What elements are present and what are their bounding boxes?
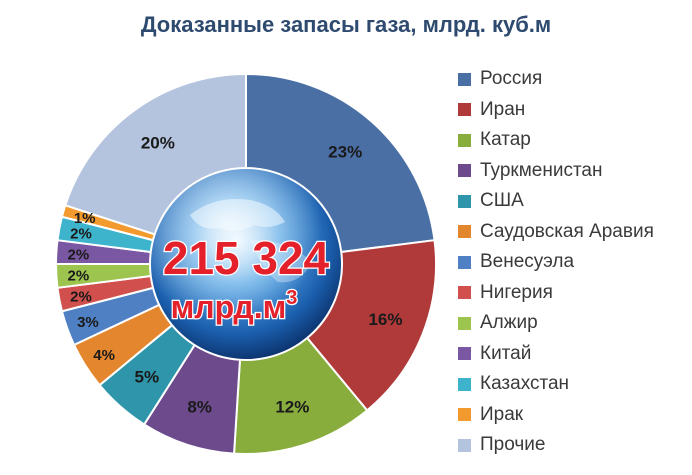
legend-swatch: [458, 133, 471, 147]
slice-label: 2%: [70, 226, 92, 243]
legend-label: Алжир: [480, 312, 538, 334]
legend-swatch: [458, 316, 471, 330]
legend-item: Туркменистан: [458, 156, 688, 187]
legend-swatch: [458, 72, 471, 86]
globe-image: [151, 169, 341, 359]
slice-label: 5%: [135, 368, 160, 387]
legend-swatch: [458, 408, 471, 422]
legend-swatch: [458, 438, 471, 452]
pie-slices: [54, 72, 437, 455]
legend-item: Россия: [458, 64, 688, 95]
center-unit-sup: 3: [286, 287, 297, 309]
legend-label: США: [480, 190, 524, 212]
legend-swatch: [458, 103, 471, 117]
chart-title: Доказанные запасы газа, млрд. куб.м: [140, 12, 552, 37]
slice-label: 20%: [141, 134, 175, 153]
pie-slice: [64, 72, 247, 236]
legend-label: Казахстан: [480, 373, 570, 395]
legend-swatch: [458, 255, 471, 269]
legend-label: Туркменистан: [480, 159, 603, 181]
legend-item: Китай: [458, 339, 688, 370]
center-unit-text: млрд.м: [171, 289, 287, 325]
legend-item: Саудовская Аравия: [458, 217, 688, 248]
legend-item: Катар: [458, 125, 688, 156]
legend-item: Иран: [458, 95, 688, 126]
slice-label: 2%: [67, 246, 89, 263]
legend-item: Прочие: [458, 430, 688, 461]
slice-label: 8%: [187, 398, 212, 417]
legend-label: Саудовская Аравия: [480, 220, 654, 242]
legend-item: США: [458, 186, 688, 217]
legend-item: Венесуэла: [458, 247, 688, 278]
center-value: 215 324: [163, 232, 330, 284]
legend-item: Алжир: [458, 308, 688, 339]
slice-label: 2%: [67, 268, 89, 285]
pie-slice: [245, 72, 436, 254]
legend-label: Катар: [480, 129, 531, 151]
legend-label: Венесуэла: [480, 251, 575, 273]
pie-slice: [305, 239, 437, 412]
legend-item: Нигерия: [458, 278, 688, 309]
legend-swatch: [458, 225, 471, 239]
pie-labels: 23%16%12%8%5%4%3%2%2%2%2%1%20%: [67, 134, 402, 417]
slice-label: 3%: [77, 314, 99, 331]
legend-swatch: [458, 194, 471, 208]
legend-swatch: [458, 164, 471, 178]
legend-label: Ирак: [480, 403, 524, 425]
legend-label: Прочие: [480, 434, 546, 456]
legend-item: Ирак: [458, 400, 688, 431]
slice-label: 12%: [275, 398, 309, 417]
legend-swatch: [458, 286, 471, 300]
slice-label: 2%: [70, 288, 92, 305]
legend-label: Нигерия: [480, 281, 553, 303]
legend-item: Казахстан: [458, 369, 688, 400]
legend-swatch: [458, 347, 471, 361]
legend-label: Китай: [480, 342, 532, 364]
slice-label: 16%: [368, 310, 402, 329]
slice-label: 1%: [74, 210, 96, 227]
legend-label: Иран: [480, 98, 526, 120]
legend-label: Россия: [480, 68, 543, 90]
center-unit: млрд.м3: [171, 287, 298, 325]
legend-swatch: [458, 377, 471, 391]
slice-label: 4%: [93, 347, 115, 364]
slice-label: 23%: [328, 142, 362, 161]
legend: Россия Иран Катар Туркменистан США Саудовская…: [458, 64, 688, 461]
